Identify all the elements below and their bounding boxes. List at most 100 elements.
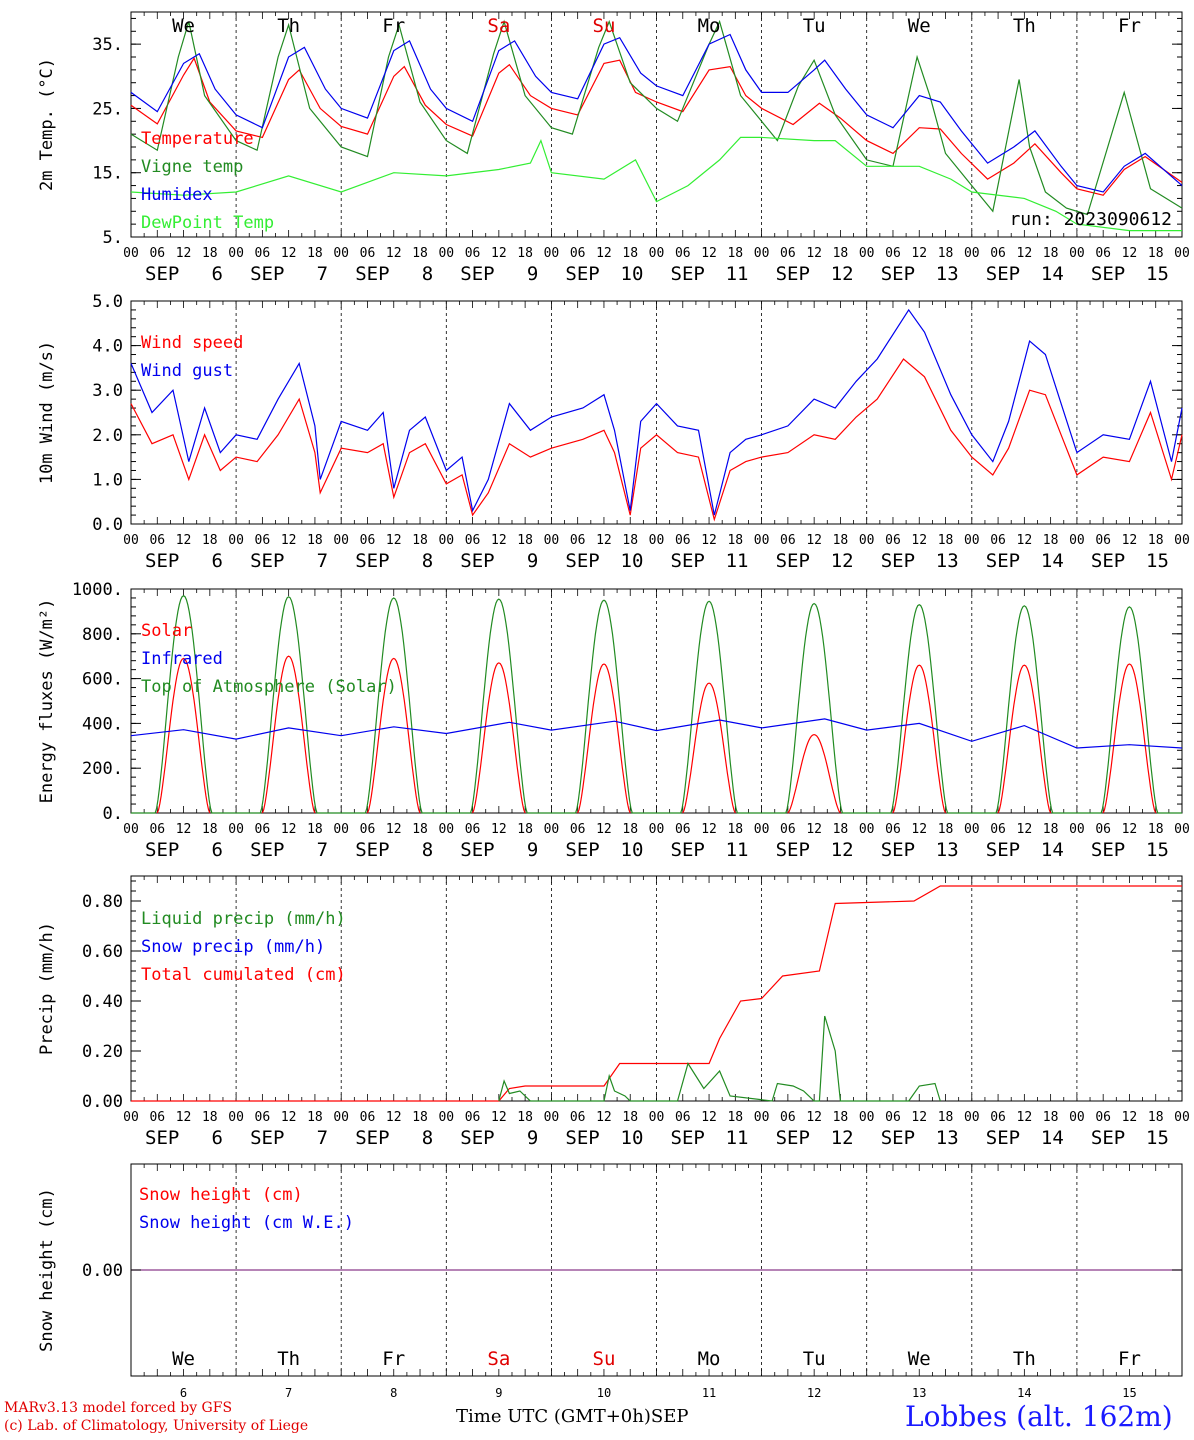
x-hour-label: 06 bbox=[990, 246, 1006, 261]
x-month-label: SEP bbox=[776, 1127, 810, 1149]
x-day-label: 15 bbox=[1146, 550, 1169, 572]
x-hour-label: 12 bbox=[1017, 533, 1033, 548]
x-hour-label: 00 bbox=[1174, 533, 1190, 548]
x-hour-label: 12 bbox=[1122, 1110, 1138, 1125]
weekday-label: Tu bbox=[803, 15, 826, 37]
x-hour-label: 06 bbox=[570, 822, 586, 837]
x-hour-label: 18 bbox=[517, 246, 533, 261]
y-tick-label: 4.0 bbox=[92, 337, 123, 357]
x-month-label: SEP bbox=[1091, 839, 1125, 861]
x-hour-label: 00 bbox=[649, 822, 665, 837]
x-hour-label: 00 bbox=[649, 1110, 665, 1125]
x-hour-label: 12 bbox=[701, 533, 717, 548]
series-solar bbox=[156, 657, 211, 814]
x-hour-label: 18 bbox=[622, 1110, 638, 1125]
x-hour-label: 12 bbox=[1017, 246, 1033, 261]
x-day-label: 11 bbox=[726, 263, 749, 285]
legend-total-cumulated-cm: Total cumulated (cm) bbox=[141, 965, 346, 985]
x-month-label: SEP bbox=[145, 1127, 179, 1149]
x-hour-label: 00 bbox=[859, 822, 875, 837]
x-hour-label: 00 bbox=[544, 822, 560, 837]
x-day-label: 6 bbox=[212, 839, 223, 861]
panel-5 bbox=[130, 1163, 1183, 1377]
x-hour-label: 12 bbox=[596, 1110, 612, 1125]
x-hour-label: 06 bbox=[360, 822, 376, 837]
y-tick-label: 0. bbox=[103, 804, 123, 824]
x-hour-label: 18 bbox=[517, 533, 533, 548]
series-total-cumulated-cm- bbox=[131, 885, 1182, 1102]
y-tick-label: 400. bbox=[82, 714, 123, 734]
x-month-label: SEP bbox=[1091, 263, 1125, 285]
x-month-label: SEP bbox=[565, 839, 599, 861]
y-tick-label: 25. bbox=[92, 99, 123, 119]
y-axis-label: Energy fluxes (W/m²) bbox=[37, 599, 57, 804]
weekday-label: We bbox=[908, 15, 931, 37]
panel-3 bbox=[130, 588, 1183, 814]
x-hour-label: 00 bbox=[649, 246, 665, 261]
x-month-label: SEP bbox=[460, 1127, 494, 1149]
x-hour-label: 12 bbox=[701, 246, 717, 261]
weekday-label: Th bbox=[277, 1348, 300, 1370]
time-axis-month: SEP bbox=[650, 1406, 689, 1427]
x-day-label: 6 bbox=[212, 1127, 223, 1149]
x-hour-label: 06 bbox=[149, 822, 165, 837]
x-hour-label: 18 bbox=[622, 246, 638, 261]
x-hour-label: 00 bbox=[964, 1110, 980, 1125]
x-hour-label: 12 bbox=[596, 533, 612, 548]
series-toa-solar bbox=[341, 597, 447, 814]
x-hour-label: 18 bbox=[938, 246, 954, 261]
y-tick-label: 0.00 bbox=[82, 1092, 123, 1112]
x-hour-label: 00 bbox=[438, 533, 454, 548]
x-hour-label: 12 bbox=[386, 1110, 402, 1125]
x-day-label: 6 bbox=[212, 550, 223, 572]
x-hour-label: 06 bbox=[885, 246, 901, 261]
x-hour-label: 00 bbox=[544, 246, 560, 261]
x-month-label: SEP bbox=[250, 839, 284, 861]
x-hour-label: 00 bbox=[649, 533, 665, 548]
x-hour-label: 00 bbox=[123, 822, 139, 837]
series-humidex bbox=[130, 33, 1183, 193]
x-hour-label: 12 bbox=[806, 1110, 822, 1125]
x-hour-label: 12 bbox=[911, 533, 927, 548]
x-hour-label: 06 bbox=[255, 533, 271, 548]
x-hour-label: 12 bbox=[281, 533, 297, 548]
x-day-label: 9 bbox=[527, 550, 538, 572]
x-day-label: 7 bbox=[317, 550, 328, 572]
x-hour-label: 12 bbox=[911, 246, 927, 261]
x-hour-label: 12 bbox=[281, 822, 297, 837]
station-name: Lobbes (alt. 162m) bbox=[905, 1400, 1173, 1433]
x-month-label: SEP bbox=[671, 550, 705, 572]
y-tick-label: 1.0 bbox=[92, 470, 123, 490]
x-hour-label: 00 bbox=[228, 1110, 244, 1125]
x-hour-label: 06 bbox=[465, 822, 481, 837]
x-hour-label: 06 bbox=[570, 246, 586, 261]
series-solar bbox=[682, 682, 736, 814]
series-toa-solar bbox=[656, 600, 762, 814]
x-hour-label: 06 bbox=[360, 1110, 376, 1125]
series-toa-solar bbox=[446, 598, 552, 814]
y-tick-label: 0.00 bbox=[82, 1261, 123, 1281]
x-hour-label: 06 bbox=[675, 1110, 691, 1125]
x-month-label: SEP bbox=[986, 550, 1020, 572]
x-hour-label: 18 bbox=[517, 822, 533, 837]
x-hour-label: 18 bbox=[833, 1110, 849, 1125]
x-hour-label: 18 bbox=[727, 246, 743, 261]
weekday-label: Th bbox=[277, 15, 300, 37]
x-hour-label: 00 bbox=[123, 533, 139, 548]
x-hour-label: 18 bbox=[202, 246, 218, 261]
series-solar bbox=[787, 733, 841, 814]
series-solar bbox=[1102, 663, 1157, 814]
legend-vigne-temp: Vigne temp bbox=[141, 157, 243, 177]
time-axis-label-text: Time UTC (GMT+0h) bbox=[456, 1406, 651, 1427]
x-hour-label: 00 bbox=[228, 822, 244, 837]
x-hour-label: 00 bbox=[1069, 533, 1085, 548]
x-day-label: 15 bbox=[1122, 1386, 1136, 1400]
x-hour-label: 18 bbox=[727, 1110, 743, 1125]
y-tick-label: 35. bbox=[92, 35, 123, 55]
x-hour-label: 18 bbox=[202, 1110, 218, 1125]
x-day-label: 11 bbox=[702, 1386, 716, 1400]
x-month-label: SEP bbox=[776, 839, 810, 861]
x-hour-label: 18 bbox=[412, 822, 428, 837]
x-hour-label: 00 bbox=[438, 822, 454, 837]
